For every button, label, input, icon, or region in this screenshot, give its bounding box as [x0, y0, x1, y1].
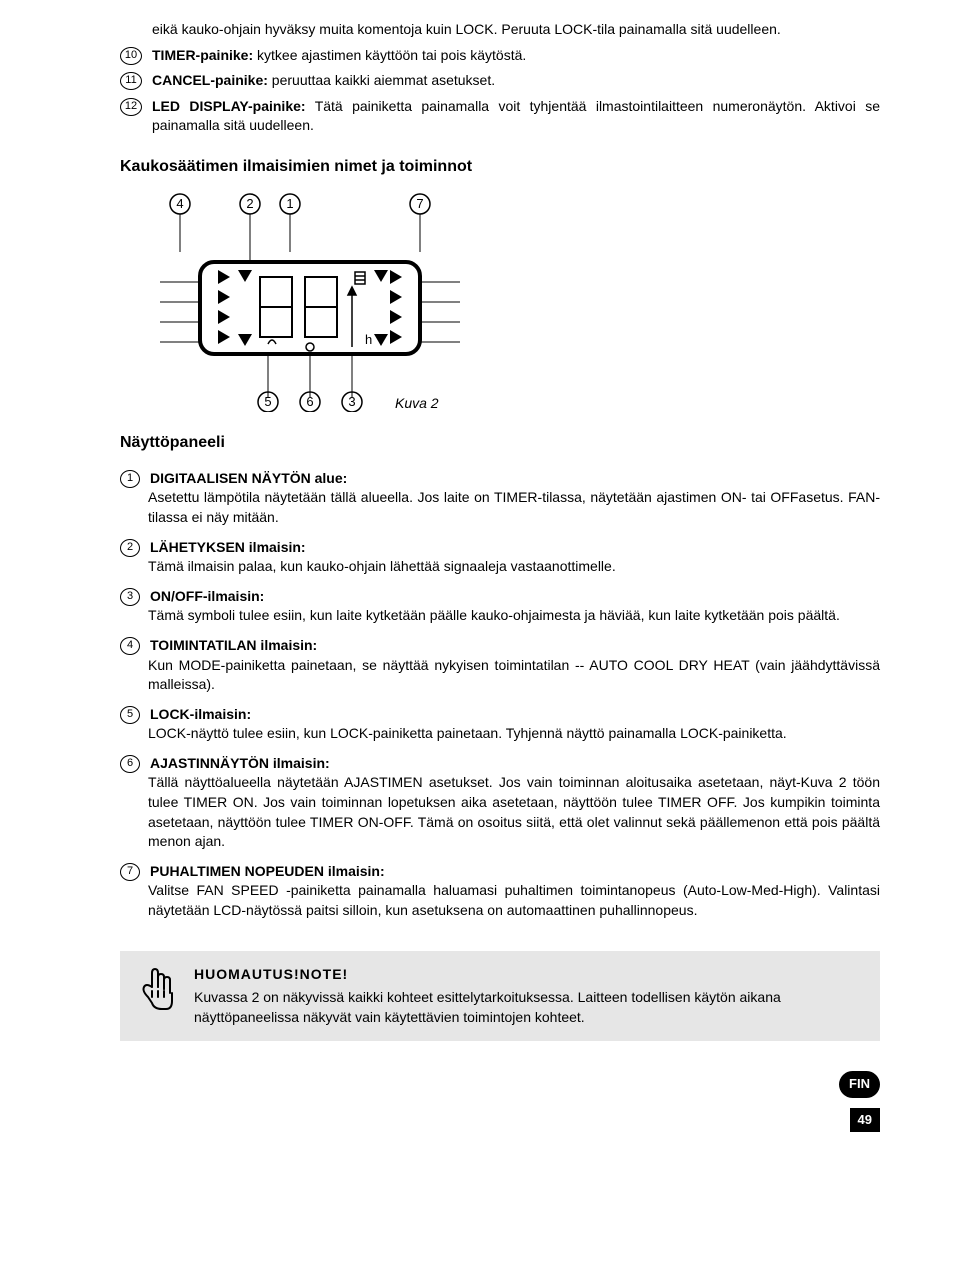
panel-heading: Näyttöpaneeli — [120, 432, 880, 454]
note-body: Kuvassa 2 on näkyvissä kaikki kohteet es… — [194, 988, 862, 1027]
panel-num-5: 5 — [120, 706, 140, 724]
svg-text:7: 7 — [416, 196, 423, 211]
panel-title-3: ON/OFF-ilmaisin: — [150, 587, 264, 607]
svg-text:h: h — [365, 332, 372, 347]
panel-num-3: 3 — [120, 588, 140, 606]
panel-title-1: DIGITAALISEN NÄYTÖN alue: — [150, 469, 347, 489]
item-text-11: CANCEL-painike: peruuttaa kaikki aiemmat… — [152, 71, 880, 91]
panel-body-6: Tällä näyttöalueella näytetään AJASTIMEN… — [148, 773, 880, 851]
svg-text:3: 3 — [348, 394, 355, 409]
display-diagram: 4 2 1 7 — [160, 192, 880, 412]
panel-num-2: 2 — [120, 539, 140, 557]
panel-title-5: LOCK-ilmaisin: — [150, 705, 251, 725]
item-num-11: 11 — [120, 72, 142, 90]
hand-icon — [138, 965, 178, 1021]
panel-title-6: AJASTINNÄYTÖN ilmaisin: — [150, 754, 330, 774]
diagram-caption: Kuva 2 — [395, 395, 439, 411]
panel-num-4: 4 — [120, 637, 140, 655]
note-box: HUOMAUTUS!NOTE! Kuvassa 2 on näkyvissä k… — [120, 951, 880, 1042]
intro-text: eikä kauko-ohjain hyväksy muita komentoj… — [152, 20, 880, 40]
item-text-12: LED DISPLAY-painike: Tätä painiketta pai… — [152, 97, 880, 136]
panel-body-1: Asetettu lämpötila näytetään tällä aluee… — [148, 488, 880, 527]
panel-num-6: 6 — [120, 755, 140, 773]
svg-text:5: 5 — [264, 394, 271, 409]
svg-text:6: 6 — [306, 394, 313, 409]
item-num-10: 10 — [120, 47, 142, 65]
page-number: 49 — [850, 1108, 880, 1132]
panel-num-7: 7 — [120, 863, 140, 881]
language-badge: FIN — [839, 1071, 880, 1097]
panel-title-4: TOIMINTATILAN ilmaisin: — [150, 636, 317, 656]
panel-list: 1 DIGITAALISEN NÄYTÖN alue: Asetettu lämp… — [120, 469, 880, 921]
panel-body-2: Tämä ilmaisin palaa, kun kauko-ohjain lä… — [148, 557, 880, 577]
panel-body-4: Kun MODE-painiketta painetaan, se näyttä… — [148, 656, 880, 695]
panel-num-1: 1 — [120, 470, 140, 488]
section-heading: Kaukosäätimen ilmaisimien nimet ja toimi… — [120, 156, 880, 178]
panel-body-5: LOCK-näyttö tulee esiin, kun LOCK-painik… — [148, 724, 880, 744]
item-text-10: TIMER-painike: kytkee ajastimen käyttöön… — [152, 46, 880, 66]
svg-text:1: 1 — [286, 196, 293, 211]
panel-title-2: LÄHETYKSEN ilmaisin: — [150, 538, 306, 558]
top-button-list: eikä kauko-ohjain hyväksy muita komentoj… — [120, 20, 880, 136]
note-title: HUOMAUTUS!NOTE! — [194, 965, 862, 985]
svg-text:4: 4 — [176, 196, 183, 211]
panel-title-7: PUHALTIMEN NOPEUDEN ilmaisin: — [150, 862, 385, 882]
panel-body-7: Valitse FAN SPEED -painiketta painamalla… — [148, 881, 880, 920]
item-num-12: 12 — [120, 98, 142, 116]
panel-body-3: Tämä symboli tulee esiin, kun laite kytk… — [148, 606, 880, 626]
svg-text:2: 2 — [246, 196, 253, 211]
